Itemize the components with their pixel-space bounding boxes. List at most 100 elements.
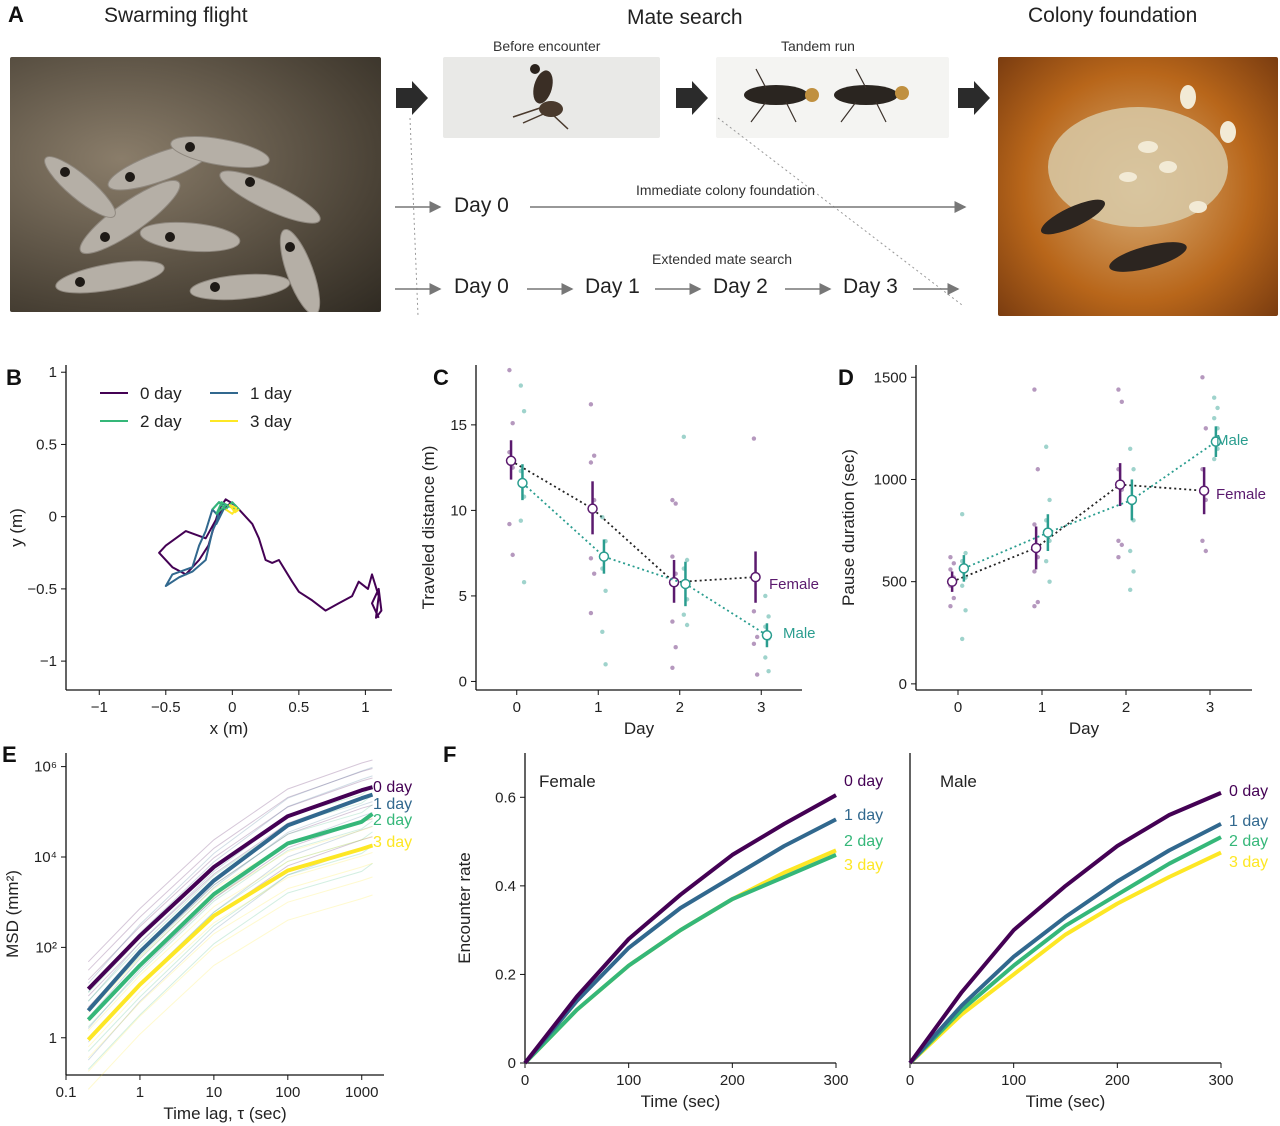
raw-point-male (963, 550, 968, 556)
mean-point-female (587, 503, 598, 514)
raw-point-female (951, 595, 956, 601)
mean-point-male (1042, 527, 1054, 538)
raw-point-male (1047, 497, 1052, 503)
raw-point-male (763, 655, 768, 660)
y-axis-label: y (m) (7, 508, 26, 547)
raw-point-male (1131, 467, 1136, 472)
encounter-curve-3-day (908, 850, 1222, 1065)
raw-point-male (521, 408, 527, 414)
y-axis-label: Pause duration (sec) (839, 449, 858, 606)
subtitle-female: Female (539, 772, 596, 791)
x-tick-label: 0 (906, 1072, 914, 1089)
msd-mean-3-day (86, 843, 374, 1042)
legend-label-3-day: 3 day (250, 412, 292, 431)
y-axis-label: Encounter rate (455, 852, 474, 964)
chart-f-male: 0 100 200 300 Time (sec) Male 0 day 1 day 2 day 3… (906, 753, 1268, 1111)
mean-point-male (1210, 436, 1222, 447)
raw-point-male (521, 580, 527, 585)
encounter-curve-0-day (523, 793, 837, 1065)
raw-point-female (670, 619, 675, 624)
chart-f-female: 0 100 200 300 0 0.2 0.4 0.6 Time (sec) Encounter … (455, 753, 883, 1111)
encounter-end-label-0-day: 0 day (1229, 783, 1268, 800)
y-tick-label: 5 (459, 588, 467, 605)
raw-point-female (510, 552, 515, 558)
raw-point-male (684, 622, 690, 628)
subtitle-male: Male (940, 772, 977, 791)
encounter-end-label-1-day: 1 day (844, 807, 883, 824)
x-tick-label: 10 (206, 1084, 223, 1101)
label-tandem-run: Tandem run (781, 38, 855, 54)
raw-point-male (1212, 456, 1217, 462)
x-tick-label: 0.1 (56, 1084, 77, 1101)
annotation-male: Male (783, 625, 816, 642)
raw-point-male (684, 557, 690, 563)
raw-point-female (1032, 603, 1037, 609)
y-tick-label: 1000 (874, 471, 907, 488)
msd-end-label-2-day: 2 day (373, 812, 412, 829)
msd-individual-0-day (87, 759, 373, 963)
x-tick-label: 1 (361, 699, 369, 716)
raw-point-female (670, 554, 675, 559)
panel-letter-e: E (2, 742, 17, 767)
raw-point-male (763, 593, 768, 599)
y-axis-label: MSD (mm²) (3, 870, 22, 958)
msd-individual-3-day (87, 862, 373, 1059)
mean-point-male (517, 477, 528, 489)
msd-mean-0-day (86, 785, 374, 991)
colony-illustration (1040, 85, 1236, 272)
panel-letter-c: C (433, 365, 449, 390)
raw-point-male (1215, 405, 1220, 411)
x-tick-label: 0 (228, 699, 236, 716)
y-tick-label: 0.4 (495, 878, 516, 895)
flow-bottom-day2: Day 2 (713, 275, 768, 298)
raw-point-male (963, 608, 968, 613)
raw-point-female (588, 610, 594, 616)
panel-letter-b: B (6, 365, 22, 390)
x-tick-label: 1 (1038, 699, 1046, 716)
x-axis-label: Time lag, τ (sec) (163, 1104, 286, 1123)
flow-arrow-3 (958, 81, 990, 115)
raw-point-female (948, 554, 953, 560)
y-tick-label: 0 (459, 673, 467, 690)
annotation-female: Female (1216, 486, 1266, 503)
legend-label-1-day: 1 day (250, 384, 292, 403)
y-tick-label: 0 (49, 509, 57, 526)
raw-point-female (670, 665, 675, 670)
annotation-male: Male (1216, 432, 1249, 449)
raw-point-female (948, 603, 953, 609)
raw-point-male (1212, 395, 1217, 400)
panel-letter-d: D (838, 365, 854, 390)
label-before-encounter: Before encounter (493, 38, 601, 54)
before-encounter-photo (443, 57, 660, 138)
raw-point-female (588, 460, 594, 465)
trend-line-male (963, 440, 1217, 570)
flow-arrow-2 (676, 81, 708, 115)
x-tick-label: −0.5 (151, 699, 181, 716)
x-tick-label: 1 (594, 699, 602, 716)
encounter-curve-2-day (523, 853, 837, 1065)
y-tick-label: 10² (35, 939, 57, 956)
x-axis-label: Time (sec) (1026, 1092, 1106, 1111)
flow-bottom-label: Extended mate search (652, 251, 793, 267)
mean-point-female (1198, 485, 1210, 496)
mean-point-female (1114, 479, 1126, 490)
msd-individual-3-day (87, 835, 373, 1031)
y-tick-label: 10 (450, 502, 467, 519)
encounter-end-label-3-day: 3 day (1229, 854, 1268, 871)
raw-point-male (960, 583, 965, 588)
raw-point-female (1035, 467, 1040, 472)
raw-point-male (1128, 548, 1133, 554)
encounter-end-label-1-day: 1 day (1229, 813, 1268, 830)
x-tick-label: 0 (954, 699, 962, 716)
msd-individual-3-day (87, 876, 373, 1072)
raw-point-female (1032, 522, 1037, 527)
raw-point-male (766, 614, 771, 619)
y-tick-label: −1 (40, 653, 57, 670)
x-tick-label: 200 (720, 1072, 745, 1089)
raw-point-female (1203, 426, 1208, 431)
header-mate-search: Mate search (627, 6, 743, 29)
raw-point-female (951, 561, 956, 566)
mean-point-female (1030, 542, 1042, 554)
raw-point-female (1116, 538, 1121, 543)
dotted-guides (395, 117, 967, 317)
